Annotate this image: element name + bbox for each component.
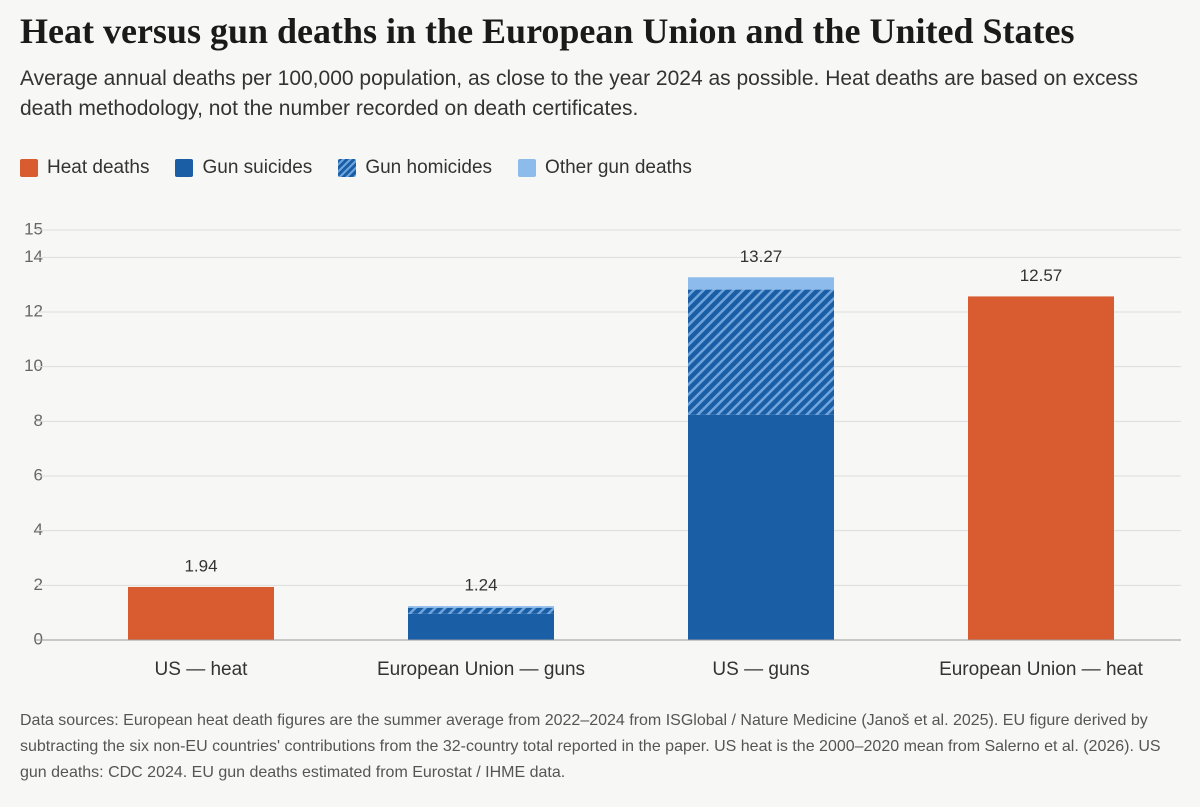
legend-item: Heat deaths xyxy=(20,157,149,179)
y-tick-label: 10 xyxy=(24,356,43,375)
bar-segment xyxy=(408,607,554,614)
y-tick-label: 12 xyxy=(24,301,43,320)
legend-swatch xyxy=(338,159,357,177)
y-tick-label: 8 xyxy=(34,411,43,430)
legend-item: Other gun deaths xyxy=(518,157,692,179)
y-tick-label: 4 xyxy=(34,520,43,539)
y-tick-label: 2 xyxy=(34,575,43,594)
legend-item: Gun suicides xyxy=(175,157,312,179)
total-label: 12.57 xyxy=(1020,266,1063,285)
source-note: Data sources: European heat death figure… xyxy=(20,712,1161,781)
legend-label: Heat deaths xyxy=(47,157,150,178)
chart: 0 2 4 6 8 10 12 14 15 1.94 US — heat 1.24 European U… xyxy=(24,219,1181,680)
total-label: 1.24 xyxy=(464,576,497,595)
chart-subtitle: Average annual deaths per 100,000 popula… xyxy=(20,67,1139,120)
bar-segment xyxy=(128,586,274,640)
y-tick-label: 15 xyxy=(24,219,43,238)
legend-label: Gun homicides xyxy=(365,157,493,178)
x-tick-label: US — heat xyxy=(155,659,249,680)
bar-segment xyxy=(688,277,834,290)
chart-title: Heat versus gun deaths in the European U… xyxy=(20,11,1075,51)
total-label: 13.27 xyxy=(740,247,783,266)
legend-label: Other gun deaths xyxy=(545,157,692,178)
bar-segment xyxy=(408,606,554,608)
y-tick-label: 14 xyxy=(24,247,43,266)
legend-item: Gun homicides xyxy=(338,157,492,179)
x-tick-label: US — guns xyxy=(712,659,809,680)
legend-swatch xyxy=(20,159,38,177)
x-tick-label: European Union — heat xyxy=(939,659,1144,680)
legend-swatch xyxy=(175,159,194,177)
y-tick-label: 6 xyxy=(34,465,43,484)
bar-segment xyxy=(688,289,834,415)
bar-segment xyxy=(688,414,834,640)
legend-swatch xyxy=(518,159,537,177)
y-tick-label: 0 xyxy=(34,629,43,648)
legend: Heat deaths Gun suicides Gun homicides Othe… xyxy=(20,157,692,179)
total-label: 1.94 xyxy=(184,556,217,575)
x-tick-label: European Union — guns xyxy=(377,659,585,680)
legend-label: Gun suicides xyxy=(202,157,313,178)
bar-segment xyxy=(408,613,554,640)
bar-segment xyxy=(968,296,1114,640)
